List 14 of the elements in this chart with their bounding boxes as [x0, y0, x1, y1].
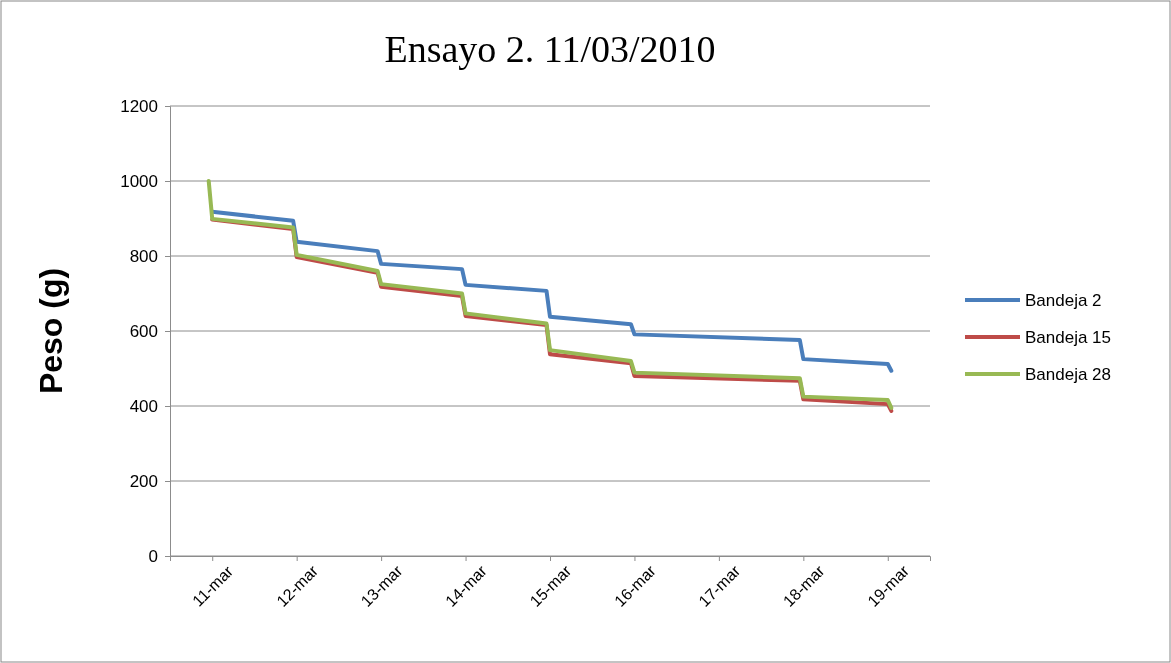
y-axis-title: Peso (g) [33, 267, 69, 395]
chart-title: Ensayo 2. 11/03/2010 [384, 28, 716, 70]
y-tick-label: 200 [129, 471, 158, 491]
legend-label: Bandeja 15 [1025, 327, 1112, 347]
line-series [210, 209, 894, 373]
y-tick-label: 400 [129, 396, 158, 416]
line-series [206, 179, 894, 410]
y-tick-label: 800 [129, 246, 158, 266]
legend-label: Bandeja 2 [1025, 290, 1102, 310]
y-tick-label: 0 [148, 546, 158, 566]
y-tick-label: 1200 [120, 96, 158, 116]
y-tick-label: 1000 [120, 171, 158, 191]
y-tick-label: 600 [129, 321, 158, 341]
legend-label: Bandeja 28 [1025, 364, 1112, 384]
